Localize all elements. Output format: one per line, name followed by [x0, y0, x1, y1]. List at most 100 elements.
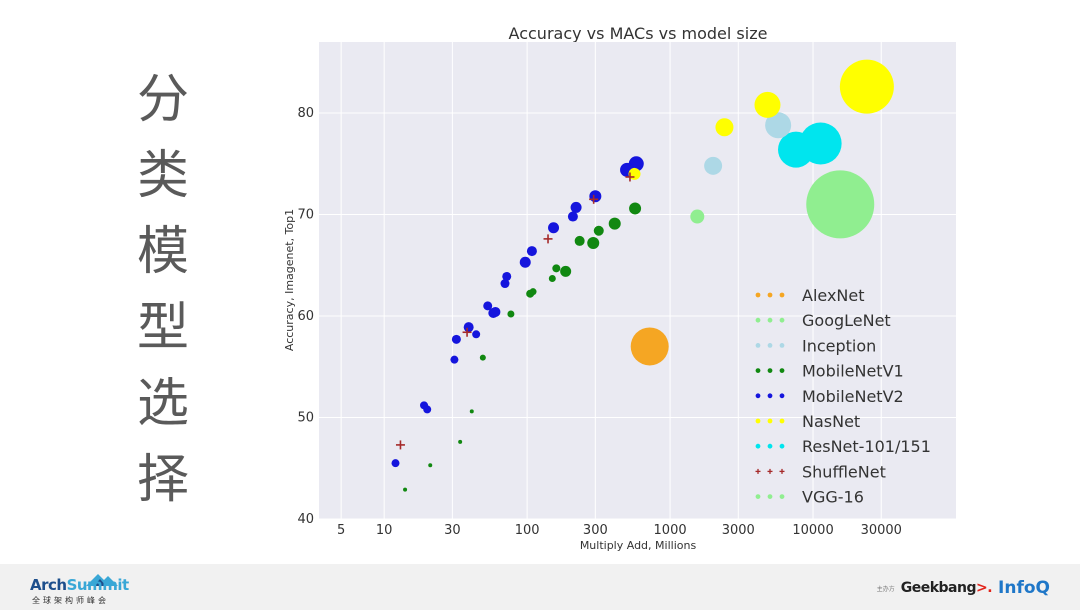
point-mobilenetv1 — [469, 409, 474, 414]
mountain-icon — [86, 574, 118, 586]
point-mobilenetv1 — [587, 236, 600, 249]
point-mobilenetv2 — [472, 330, 481, 339]
point-mobilenetv1 — [574, 235, 585, 246]
brand-name-part-2: Summit — [66, 576, 130, 594]
legend-label: ResNet-101/151 — [802, 437, 931, 456]
y-axis-label: Accuracy, Imagenet, Top1 — [283, 209, 296, 351]
data-points — [391, 59, 894, 492]
legend-item-inception: Inception — [755, 336, 876, 355]
legend-marker — [755, 443, 761, 449]
point-mobilenetv1 — [428, 463, 433, 468]
point-mobilenetv2 — [483, 301, 493, 311]
brand-name-part-1: Arch — [30, 576, 67, 594]
legend-marker — [755, 368, 761, 373]
legend-marker — [755, 343, 761, 348]
legend-marker — [755, 317, 761, 323]
legend-marker — [767, 317, 773, 323]
infoq-logo: InfoQ — [998, 578, 1050, 598]
point-mobilenetv2 — [500, 279, 510, 289]
x-tick-label: 30000 — [861, 523, 902, 538]
chart-title: Accuracy vs MACs vs model size — [509, 24, 768, 43]
geekbang-name: Geekbang — [900, 580, 977, 596]
y-tick-label: 50 — [297, 411, 314, 426]
x-tick-label: 10000 — [792, 523, 833, 538]
x-axis-ticks: 5 10 30 100 300 1000 3000 10000 30000 — [337, 523, 902, 538]
y-tick-label: 40 — [297, 512, 314, 527]
legend-marker — [767, 292, 773, 298]
legend-marker — [767, 393, 773, 399]
point-mobilenetv1 — [560, 265, 572, 277]
point-mobilenetv2 — [519, 256, 531, 268]
legend-marker — [779, 418, 785, 424]
x-tick-label: 300 — [583, 523, 608, 538]
point-shufflenet — [543, 234, 553, 244]
legend-marker — [767, 343, 773, 348]
legend-marker — [755, 292, 761, 298]
legend-label: MobileNetV1 — [802, 362, 904, 381]
legend-marker — [767, 443, 773, 449]
y-tick-label: 80 — [297, 106, 314, 121]
plot-background — [319, 42, 956, 519]
point-mobilenetv1 — [479, 354, 486, 361]
legend-marker — [779, 494, 785, 499]
legend-item-nasnet: NasNet — [755, 412, 860, 431]
legend-item-mobilenetv1: MobileNetV1 — [755, 362, 904, 381]
x-tick-label: 30 — [444, 523, 461, 538]
point-googlenet — [690, 209, 705, 224]
legend-item-mobilenetv2: MobileNetV2 — [755, 387, 904, 406]
point-mobilenetv1 — [548, 274, 556, 282]
slide-title: 分类模型选择 — [136, 70, 189, 510]
scatter-chart: Accuracy vs MACs vs model size 5 10 30 100 3… — [283, 24, 956, 552]
x-tick-label: 1000 — [654, 523, 687, 538]
point-mobilenetv2 — [463, 322, 474, 333]
archsummit-logo: ArchSummit 全球架构师峰会 — [28, 574, 129, 606]
point-mobilenetv2 — [391, 459, 400, 468]
legend-label: NasNet — [802, 412, 860, 431]
point-mobilenetv2 — [567, 211, 578, 222]
brand-subtitle: 全球架构师峰会 — [32, 596, 109, 605]
legend-item-vgg-16: VGG-16 — [755, 488, 864, 507]
y-tick-label: 60 — [297, 309, 314, 324]
point-mobilenetv2 — [548, 222, 560, 234]
legend-item-resnet-101-151: ResNet-101/151 — [755, 437, 931, 456]
legend-label: AlexNet — [802, 286, 865, 305]
legend-marker — [779, 368, 785, 373]
legend-label: GoogLeNet — [802, 311, 891, 330]
point-nasnet — [715, 118, 734, 137]
legend-marker — [767, 494, 773, 499]
point-mobilenetv1 — [608, 217, 621, 230]
legend-marker — [767, 418, 773, 424]
point-mobilenetv2 — [570, 201, 582, 213]
geekbang-mark: >. — [975, 580, 993, 596]
x-axis-label: Multiply Add, Millions — [580, 539, 697, 552]
y-axis-ticks: 40 50 60 70 80 — [297, 106, 314, 527]
legend-label: MobileNetV2 — [802, 387, 904, 406]
y-tick-label: 70 — [297, 208, 314, 223]
point-mobilenetv1 — [552, 264, 561, 273]
point-shufflenet — [589, 194, 599, 204]
legend-marker — [755, 418, 761, 424]
point-mobilenetv2 — [450, 355, 459, 364]
point-inception — [765, 112, 792, 139]
sponsor-logos: 主办方 Geekbang>. InfoQ — [877, 577, 1050, 599]
geekbang-logo: Geekbang>. — [900, 580, 993, 596]
footer-bar: ArchSummit 全球架构师峰会 主办方 Geekbang>. InfoQ — [0, 564, 1080, 610]
brand-name: ArchSummit — [30, 576, 129, 594]
legend-label: ShuffleNet — [802, 462, 886, 481]
legend-marker — [755, 393, 761, 399]
point-inception — [704, 156, 723, 175]
point-mobilenetv1 — [629, 202, 642, 215]
legend-marker — [779, 343, 785, 348]
point-mobilenetv2 — [490, 306, 501, 317]
legend-item-shufflenet: ShuffleNet — [755, 462, 886, 481]
host-label: 主办方 — [876, 585, 895, 593]
point-mobilenetv1 — [529, 288, 537, 296]
point-mobilenetv2 — [451, 334, 461, 344]
point-shufflenet — [462, 327, 472, 337]
point-mobilenetv2 — [423, 405, 432, 414]
point-shufflenet — [395, 440, 405, 450]
legend-marker — [779, 443, 785, 449]
legend-label: Inception — [802, 336, 876, 355]
x-tick-label: 5 — [337, 523, 345, 538]
point-vgg-16 — [806, 170, 875, 239]
